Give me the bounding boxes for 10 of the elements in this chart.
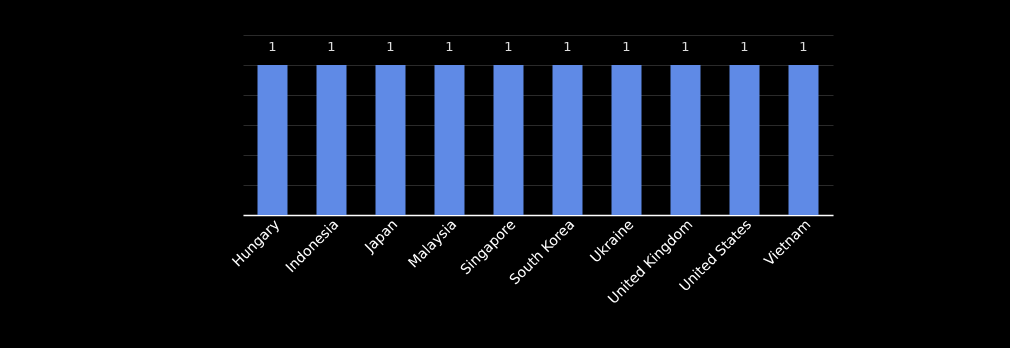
data-label: 1 (681, 39, 690, 54)
data-label: 1 (740, 39, 749, 54)
data-label: 1 (504, 39, 513, 54)
data-label: 1 (622, 39, 631, 54)
data-label: 1 (563, 39, 572, 54)
data-label: 1 (268, 39, 277, 54)
data-label: 1 (386, 39, 395, 54)
data-label: 1 (327, 39, 336, 54)
data-label: 1 (799, 39, 808, 54)
data-label: 1 (445, 39, 454, 54)
